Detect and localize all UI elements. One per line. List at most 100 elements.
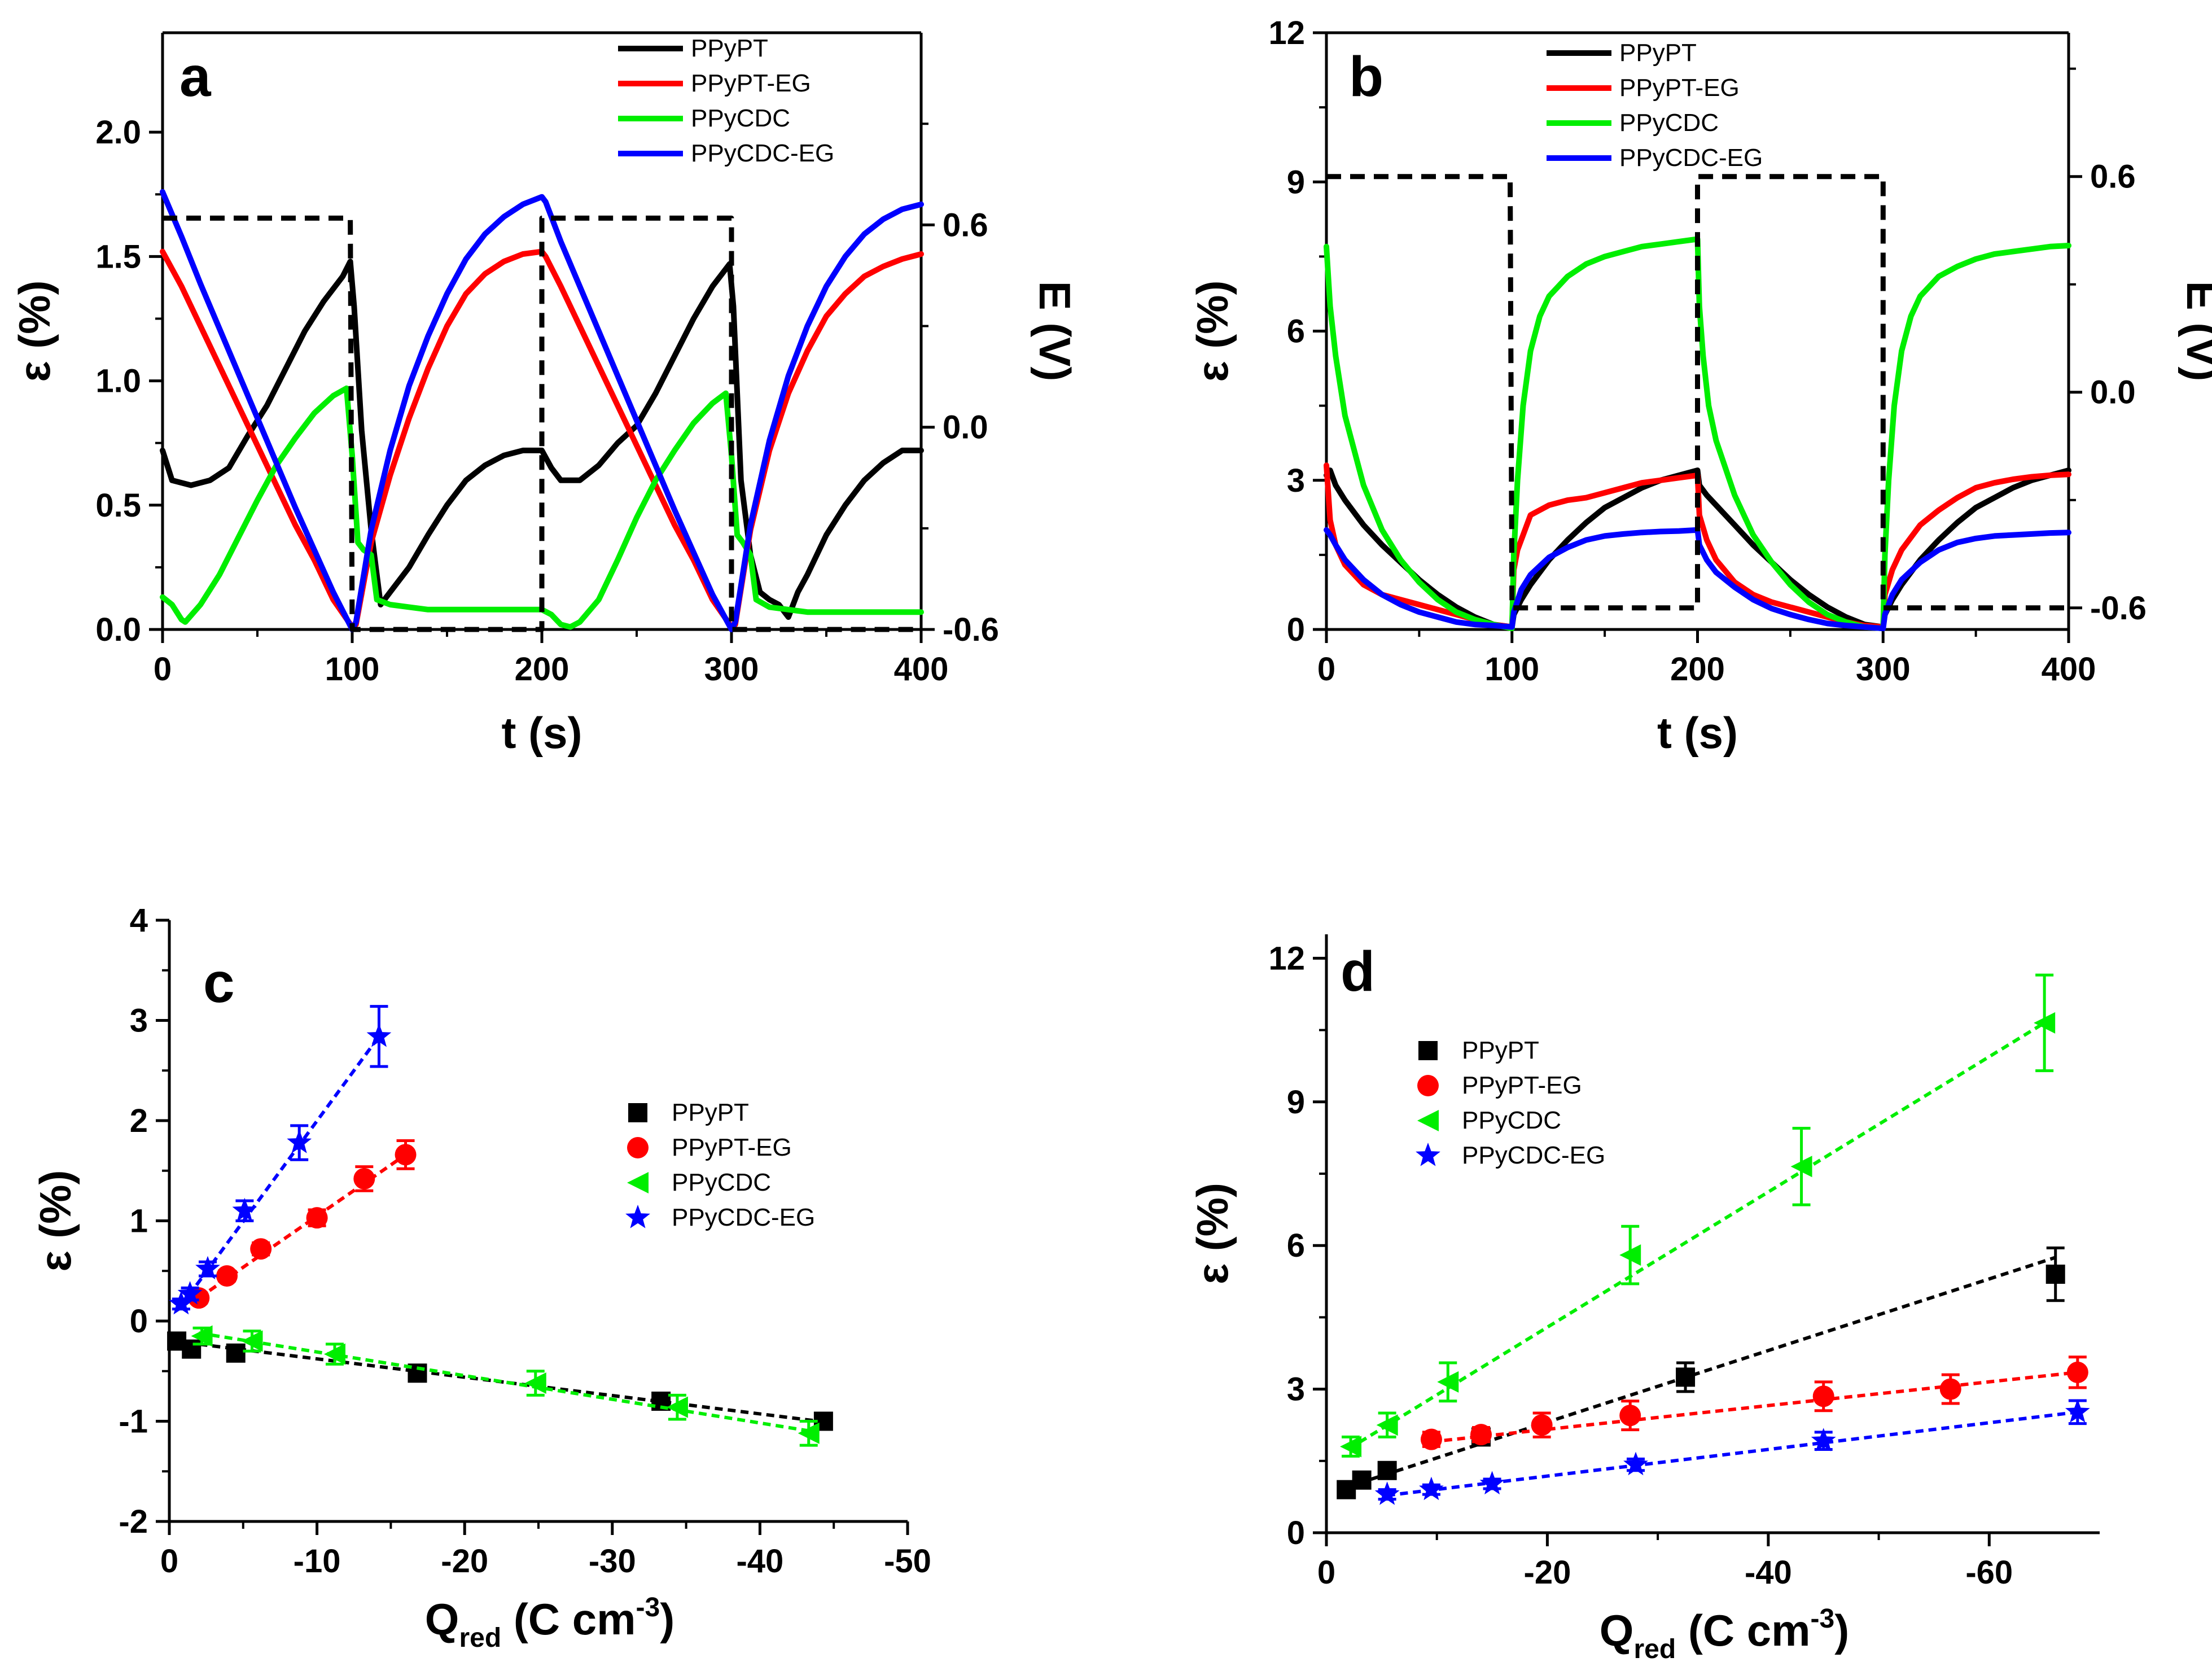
data-point-PPyCDC-EG xyxy=(1374,1481,1400,1505)
x-axis-title: t (s) xyxy=(502,708,582,758)
x-tick-label: 300 xyxy=(1856,651,1911,688)
legend-label: PPyCDC-EG xyxy=(1619,144,1763,172)
data-point-PPyCDC xyxy=(666,1396,688,1418)
panel-b: 0 100 200 300 400 0 3 6 9 12 -0.6 0.0 0.6 t (s) ε (%) E… xyxy=(1188,15,2212,758)
legend-label: PPyPT-EG xyxy=(691,69,811,97)
panel-d: 0 -20 -40 -60 0 3 6 9 12 Qred (C cm-3) ε (%) d PPyPT… xyxy=(1188,934,2100,1664)
x-axis-title: Qred (C cm-3) xyxy=(425,1593,674,1653)
data-point-PPyPT xyxy=(1352,1470,1372,1490)
legend-marker xyxy=(1416,1143,1440,1166)
series-group xyxy=(1324,174,2071,632)
data-point-PPyCDC xyxy=(524,1372,546,1394)
legend-marker xyxy=(625,1205,650,1228)
data-point-PPyCDC-EG xyxy=(177,1281,203,1305)
panel-label: b xyxy=(1349,45,1383,108)
y-tick-label: 6 xyxy=(1287,313,1305,350)
y2-tick-label: -0.6 xyxy=(2090,590,2147,627)
x-tick-label: -40 xyxy=(1745,1554,1792,1591)
data-point-PPyCDC-EG xyxy=(1419,1476,1444,1501)
panel-label: d xyxy=(1341,940,1375,1003)
data-point-PPyCDC-EG xyxy=(232,1197,257,1222)
legend-label: PPyPT xyxy=(672,1099,749,1126)
x-tick-label: 0 xyxy=(154,651,172,688)
data-point-PPyCDC xyxy=(1340,1436,1362,1458)
legend-marker xyxy=(1417,1075,1439,1096)
legend-label: PPyCDC xyxy=(1462,1107,1561,1134)
series-line-PPyCDC xyxy=(1324,236,2071,632)
panel-label: c xyxy=(203,951,235,1014)
x-tick-label: 0 xyxy=(160,1543,178,1580)
series-group xyxy=(1337,973,2090,1505)
y-tick-label: 0 xyxy=(1287,1515,1305,1551)
y-tick-label: 1.5 xyxy=(95,238,141,275)
x-tick-label: 200 xyxy=(1670,651,1725,688)
data-point-PPyPT-EG xyxy=(1812,1385,1834,1407)
data-point-PPyPT-EG xyxy=(395,1144,417,1166)
x-tick-label: 0 xyxy=(1317,651,1335,688)
panel-a: 0 100 200 300 400 0.0 0.5 1.0 1.5 2.0 -0.6 0.0 0.6 t … xyxy=(10,31,1080,758)
x-axis-title: t (s) xyxy=(1657,708,1738,758)
legend-label: PPyCDC xyxy=(1619,109,1719,137)
data-point-PPyPT-EG xyxy=(306,1207,328,1229)
y-tick-label: 3 xyxy=(1287,462,1305,499)
x-tick-label: -40 xyxy=(736,1543,783,1580)
data-point-PPyPT xyxy=(2045,1265,2065,1284)
legend-label: PPyPT xyxy=(1462,1037,1539,1064)
y-tick-label: 9 xyxy=(1287,164,1305,200)
data-point-PPyPT xyxy=(182,1339,202,1359)
y-tick-label: 0.0 xyxy=(95,611,141,648)
legend-marker xyxy=(628,1103,647,1122)
legend-label: PPyPT-EG xyxy=(1462,1072,1582,1099)
data-point-PPyPT-EG xyxy=(353,1167,375,1189)
data-point-PPyCDC-EG xyxy=(2065,1399,2090,1423)
legend: PPyPT PPyPT-EG PPyCDC PPyCDC-EG xyxy=(1547,39,1763,172)
y-tick-label: 6 xyxy=(1287,1227,1305,1264)
legend-label: PPyPT xyxy=(1619,39,1697,67)
legend-marker xyxy=(1418,1041,1438,1060)
data-point-PPyPT-EG xyxy=(1470,1424,1492,1446)
data-point-PPyCDC-EG xyxy=(1479,1471,1505,1495)
y2-tick-label: 0.6 xyxy=(2090,159,2136,195)
legend-marker xyxy=(627,1137,649,1158)
data-point-PPyCDC xyxy=(1790,1156,1812,1178)
x-tick-label: 400 xyxy=(2042,651,2096,688)
series-line-PPyPT xyxy=(160,259,924,620)
x-tick-label: 200 xyxy=(515,651,570,688)
series-group xyxy=(167,1005,833,1447)
data-point-PPyCDC xyxy=(798,1422,820,1444)
data-point-PPyPT-EG xyxy=(1619,1405,1641,1427)
axes-d: 0 -20 -40 -60 0 3 6 9 12 Qred (C cm-3) ε (%) d xyxy=(1188,934,2100,1664)
data-point-PPyPT xyxy=(1377,1460,1397,1480)
legend-marker xyxy=(1417,1110,1439,1131)
data-point-PPyCDC xyxy=(2034,1012,2056,1034)
y2-tick-label: 0.0 xyxy=(2090,374,2136,411)
y-tick-label: 2 xyxy=(130,1103,148,1139)
data-point-PPyPT xyxy=(1676,1367,1696,1387)
data-point-PPyCDC-EG xyxy=(287,1130,312,1153)
y2-tick-label: 0.6 xyxy=(943,207,988,243)
y-tick-label: 9 xyxy=(1287,1084,1305,1121)
data-point-PPyCDC-EG xyxy=(169,1291,194,1315)
data-point-PPyPT-EG xyxy=(1939,1378,1961,1400)
legend: PPyPT PPyPT-EG PPyCDC PPyCDC-EG xyxy=(625,1099,815,1231)
data-point-PPyCDC-EG xyxy=(195,1256,220,1280)
legend-marker xyxy=(627,1172,649,1193)
y2-axis-title: E (V) xyxy=(1030,281,1080,382)
y-tick-label: 3 xyxy=(130,1003,148,1039)
x-tick-label: -60 xyxy=(1965,1554,2013,1591)
fit-line-PPyCDC xyxy=(1347,1021,2045,1451)
data-point-PPyPT-EG xyxy=(1531,1414,1553,1436)
x-tick-label: 0 xyxy=(1317,1554,1335,1591)
y-tick-label: 3 xyxy=(1287,1371,1305,1408)
data-point-PPyCDC xyxy=(1437,1371,1459,1393)
y-tick-label: 1.0 xyxy=(95,363,141,400)
x-tick-label: 100 xyxy=(1484,651,1539,688)
y-tick-label: 2.0 xyxy=(95,114,141,151)
x-tick-label: 300 xyxy=(704,651,759,688)
data-point-PPyCDC xyxy=(241,1330,263,1352)
data-point-PPyPT-EG xyxy=(1420,1428,1442,1450)
axes-a: 0 100 200 300 400 0.0 0.5 1.0 1.5 2.0 -0.6 0.0 0.6 t … xyxy=(10,31,1080,758)
